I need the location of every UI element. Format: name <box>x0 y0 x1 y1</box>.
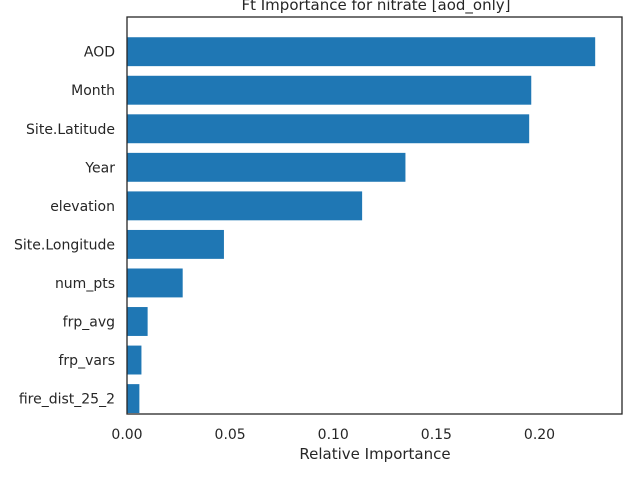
x-tick-label: 0.00 <box>111 427 142 443</box>
y-tick-label: Site.Longitude <box>14 237 115 253</box>
bar-elevation <box>127 191 363 221</box>
y-tick-label: AOD <box>84 45 115 61</box>
y-tick-label: Site.Latitude <box>26 122 115 138</box>
y-axis-ticks: AOD Month Site.Latitude Year elevation Site.L… <box>14 45 115 408</box>
plot-frame <box>126 16 623 415</box>
x-tick-label: 0.15 <box>421 427 452 443</box>
bar-month <box>127 75 532 105</box>
bar-frp-avg <box>127 307 148 336</box>
y-tick-label: Year <box>84 160 115 176</box>
chart-title: Ft Importance for nitrate [aod_only] <box>241 0 510 15</box>
x-tick-label: 0.05 <box>215 427 246 443</box>
bar-aod <box>127 37 596 67</box>
x-axis-title: Relative Importance <box>299 445 450 463</box>
bar-site-longitude <box>127 229 224 259</box>
bar-num-pts <box>127 268 183 298</box>
x-tick-label: 0.10 <box>318 427 349 443</box>
bar-fire-dist-25-2 <box>127 384 140 414</box>
y-tick-label: elevation <box>50 199 115 215</box>
y-tick-label: fire_dist_25_2 <box>19 392 115 408</box>
bars-group <box>127 37 596 414</box>
x-axis-ticks: 0.00 0.05 0.10 0.15 0.20 <box>111 427 555 443</box>
y-tick-label: frp_vars <box>59 353 116 369</box>
y-tick-label: frp_avg <box>63 314 115 330</box>
bar-frp-vars <box>127 345 142 375</box>
bar-site-latitude <box>127 114 530 144</box>
y-tick-label: Month <box>71 83 115 99</box>
bar-year <box>127 152 406 182</box>
x-tick-label: 0.20 <box>524 427 555 443</box>
y-tick-label: num_pts <box>55 276 115 292</box>
